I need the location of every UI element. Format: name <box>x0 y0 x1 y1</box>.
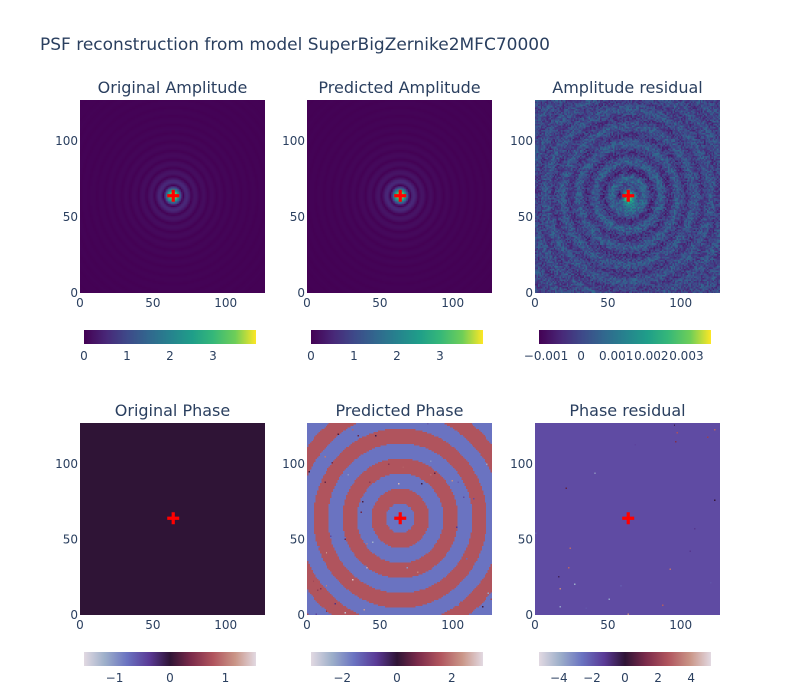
x-tick-label: 50 <box>145 296 160 310</box>
y-tick-label: 50 <box>518 210 533 224</box>
colorbar-tick-label: 3 <box>209 349 217 363</box>
x-tick-label: 50 <box>372 296 387 310</box>
y-tick-label: 100 <box>510 457 533 471</box>
y-tick-label: 50 <box>290 532 305 546</box>
figure-title: PSF reconstruction from model SuperBigZe… <box>40 35 550 55</box>
x-tick-label: 0 <box>76 618 84 632</box>
colorbar-tick-label: 0 <box>166 671 174 685</box>
y-tick-label: 0 <box>70 286 78 300</box>
subplot-title: Original Phase <box>115 401 230 420</box>
x-tick-label: 100 <box>669 618 692 632</box>
subplot-1: Original Amplitude 0 50 100 0 50 100 0 1 2 3 <box>55 78 265 363</box>
center-marker <box>167 189 180 202</box>
colorbar <box>311 652 483 666</box>
center-marker <box>622 189 635 202</box>
y-tick-label: 0 <box>70 608 78 622</box>
y-tick-label: 50 <box>63 532 78 546</box>
subplot-title: Phase residual <box>569 401 685 420</box>
x-tick-label: 50 <box>600 618 615 632</box>
y-tick-label: 100 <box>282 134 305 148</box>
y-tick-label: 0 <box>297 286 305 300</box>
x-tick-label: 50 <box>145 618 160 632</box>
y-tick-label: 50 <box>518 532 533 546</box>
colorbar <box>539 652 711 666</box>
colorbar-tick-label: 1 <box>123 349 131 363</box>
y-tick-label: 100 <box>55 457 78 471</box>
colorbar-tick-label: −2 <box>583 671 601 685</box>
colorbar-tick-label: 0 <box>307 349 315 363</box>
y-tick-label: 100 <box>510 134 533 148</box>
center-marker <box>167 512 180 525</box>
colorbar-tick-label: 3 <box>436 349 444 363</box>
x-tick-label: 50 <box>372 618 387 632</box>
subplot-5: Predicted Phase 0 50 100 0 50 100 −2 0 2 <box>282 401 492 685</box>
center-marker <box>394 512 407 525</box>
colorbar-tick-label: 2 <box>393 349 401 363</box>
y-tick-label: 100 <box>55 134 78 148</box>
colorbar-tick-label: 0.002 <box>634 349 668 363</box>
x-tick-label: 100 <box>441 296 464 310</box>
x-tick-label: 0 <box>303 618 311 632</box>
colorbar-tick-label: 4 <box>687 671 695 685</box>
center-marker <box>622 512 635 525</box>
subplot-title: Original Amplitude <box>98 78 248 97</box>
colorbar-tick-label: 1 <box>350 349 358 363</box>
colorbar-tick-label: 0.003 <box>669 349 703 363</box>
x-tick-label: 100 <box>441 618 464 632</box>
x-tick-label: 100 <box>214 296 237 310</box>
center-marker <box>394 189 407 202</box>
colorbar <box>539 330 711 344</box>
colorbar-tick-label: −4 <box>550 671 568 685</box>
colorbar-tick-label: 0.001 <box>599 349 633 363</box>
x-tick-label: 0 <box>531 618 539 632</box>
x-tick-label: 0 <box>303 296 311 310</box>
subplot-title: Predicted Amplitude <box>318 78 480 97</box>
x-tick-label: 0 <box>76 296 84 310</box>
x-tick-label: 100 <box>214 618 237 632</box>
colorbar-tick-label: 0 <box>577 349 585 363</box>
colorbar-tick-label: 2 <box>654 671 662 685</box>
subplot-6: Phase residual 0 50 100 0 50 100 −4 −2 0 2 4 <box>510 401 720 685</box>
y-tick-label: 0 <box>297 608 305 622</box>
y-tick-label: 50 <box>290 210 305 224</box>
subplot-title: Predicted Phase <box>336 401 464 420</box>
colorbar-tick-label: 2 <box>166 349 174 363</box>
y-tick-label: 100 <box>282 457 305 471</box>
y-tick-label: 0 <box>525 286 533 300</box>
colorbar <box>84 652 256 666</box>
colorbar-tick-label: −1 <box>106 671 124 685</box>
colorbar <box>84 330 256 344</box>
x-tick-label: 100 <box>669 296 692 310</box>
x-tick-label: 50 <box>600 296 615 310</box>
colorbar-tick-label: 0 <box>621 671 629 685</box>
colorbar <box>311 330 483 344</box>
x-tick-label: 0 <box>531 296 539 310</box>
colorbar-tick-label: 0 <box>80 349 88 363</box>
subplot-3: Amplitude residual 0 50 100 0 50 100 −0.001 0 0.0… <box>510 78 720 363</box>
y-tick-label: 0 <box>525 608 533 622</box>
colorbar-tick-label: 2 <box>448 671 456 685</box>
colorbar-tick-label: −2 <box>333 671 351 685</box>
subplot-title: Amplitude residual <box>552 78 702 97</box>
colorbar-tick-label: 1 <box>222 671 230 685</box>
subplot-4: Original Phase 0 50 100 0 50 100 −1 0 1 <box>55 401 265 685</box>
y-tick-label: 50 <box>63 210 78 224</box>
colorbar-tick-label: −0.001 <box>524 349 568 363</box>
subplot-2: Predicted Amplitude 0 50 100 0 50 100 0 1 2 3 <box>282 78 492 363</box>
colorbar-tick-label: 0 <box>393 671 401 685</box>
